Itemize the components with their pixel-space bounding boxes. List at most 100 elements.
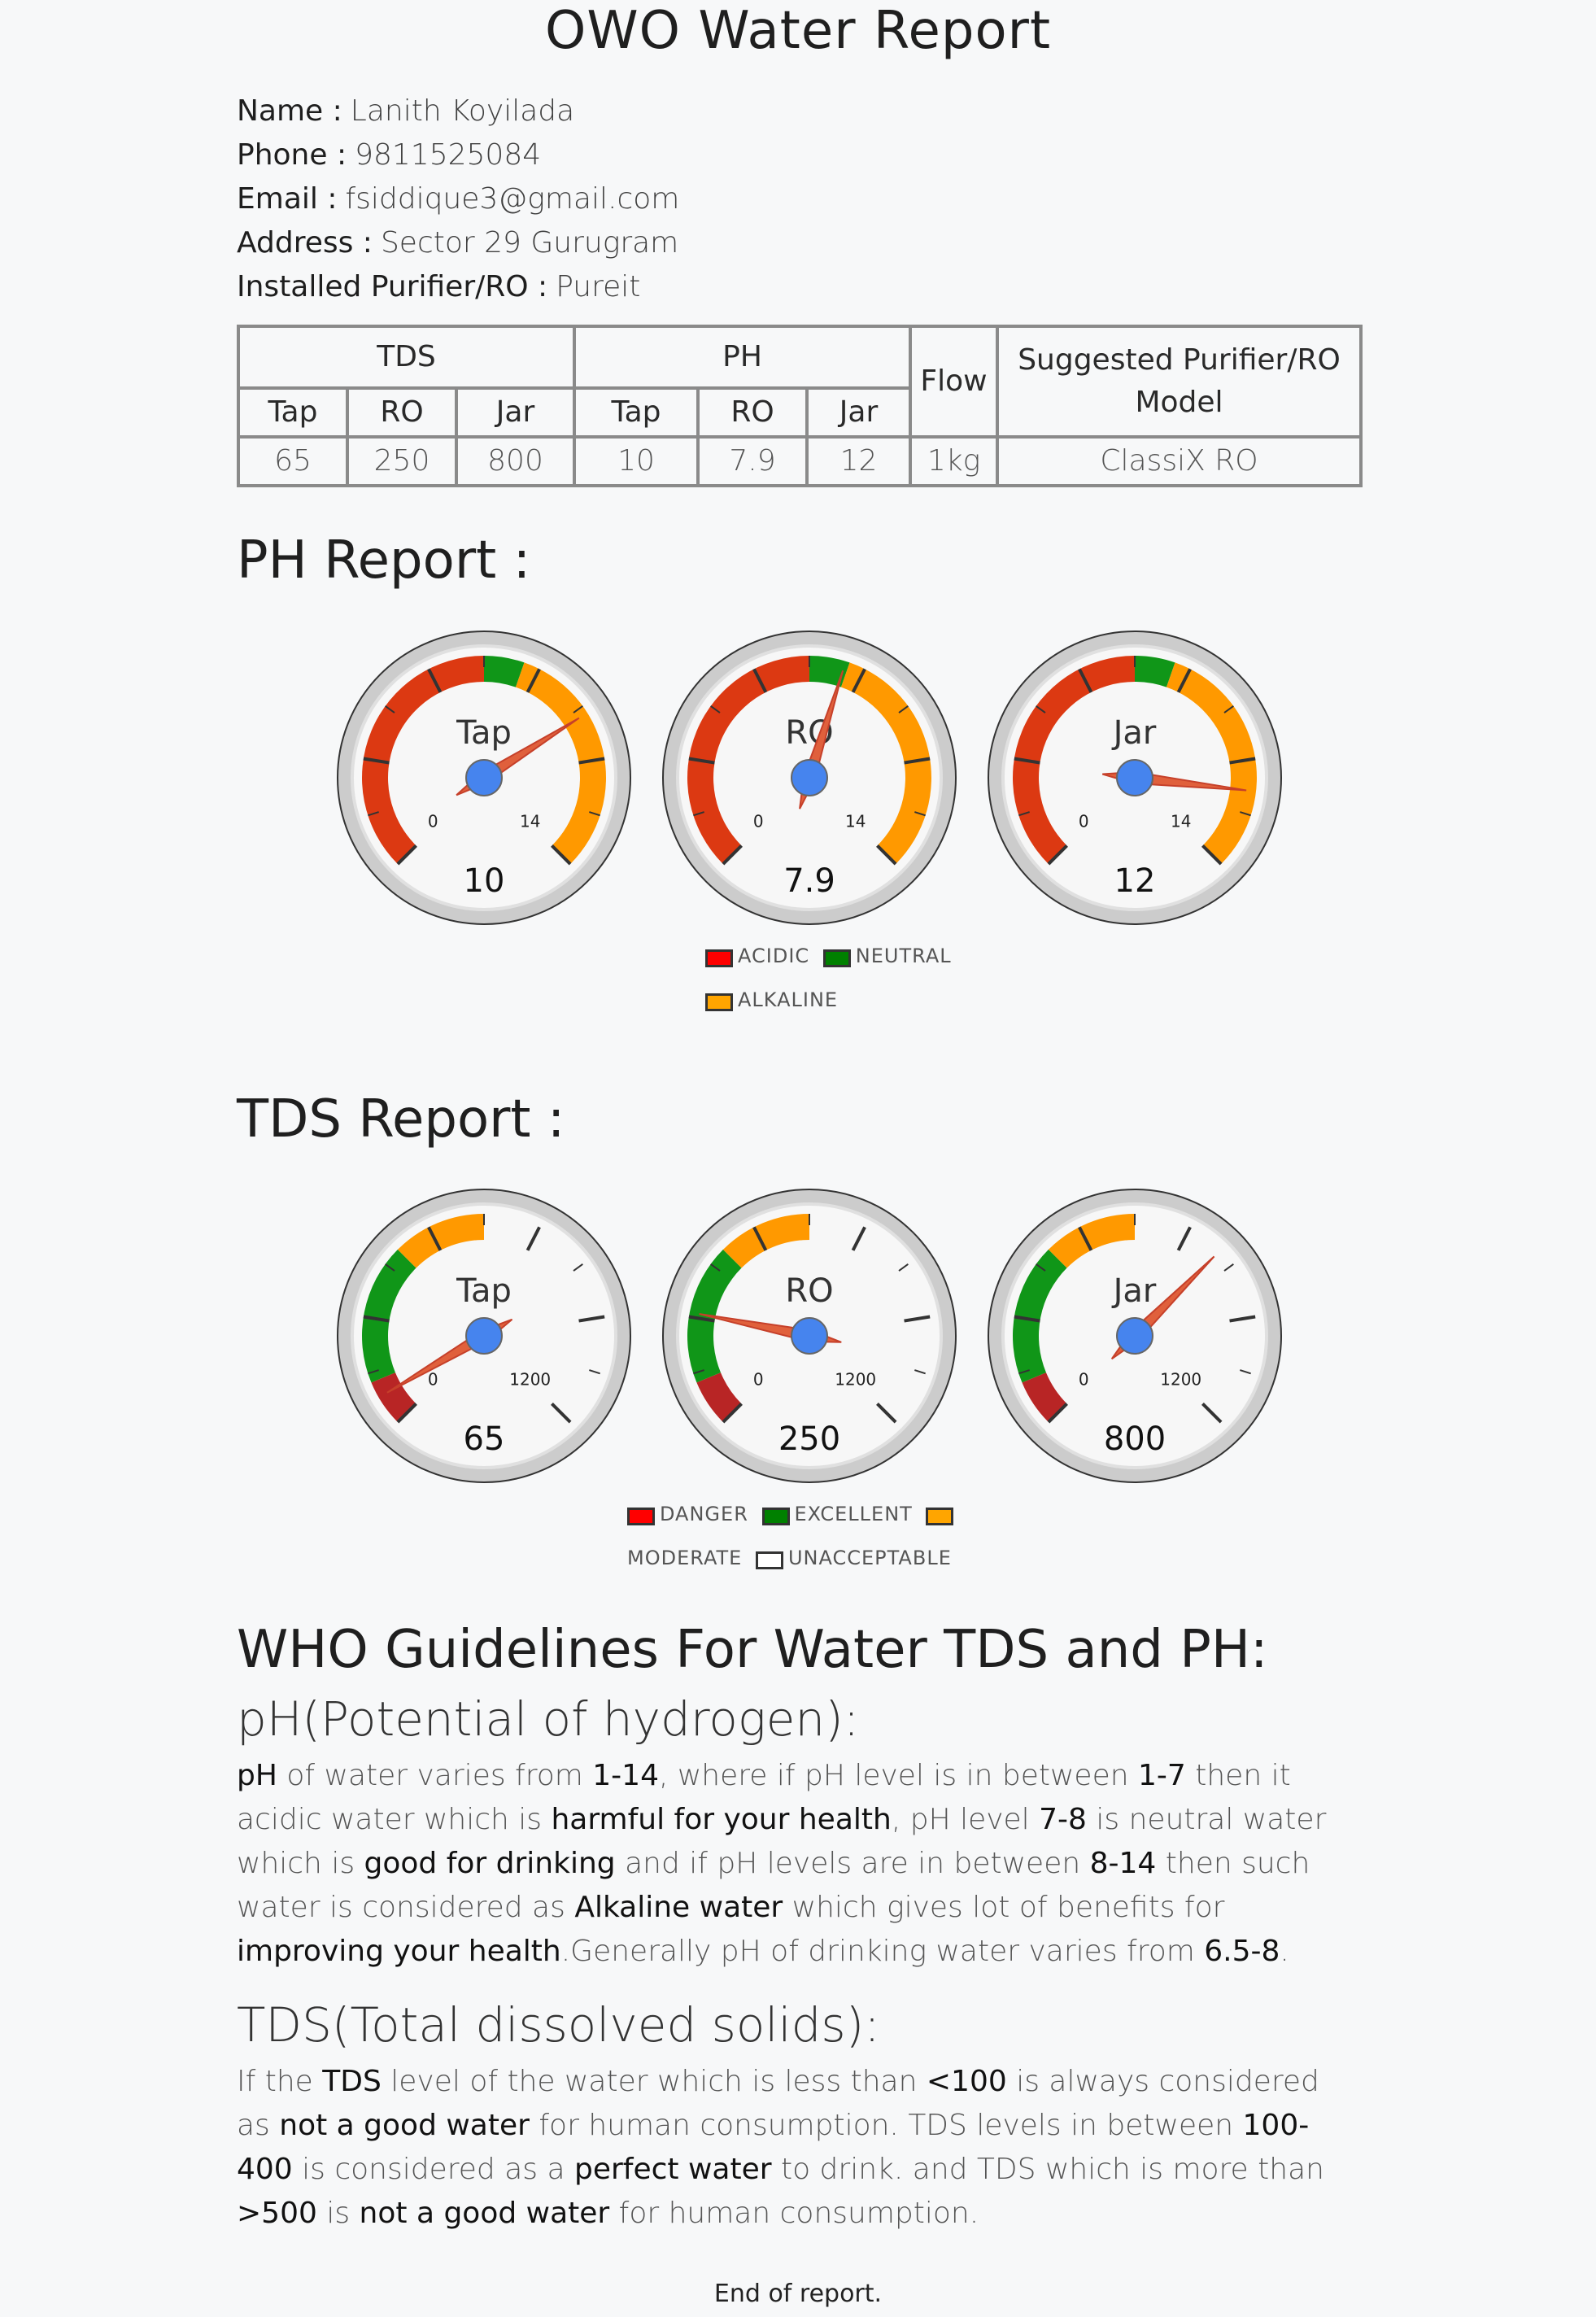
major-tick [1014,757,1040,765]
max-label: 14 [845,812,866,831]
body-text: is always considered as [237,2065,1319,2142]
ph-guideline-text: pH of water varies from 1-14, where if p… [237,1754,1359,1974]
emphasis-text: improving your health [237,1935,561,1968]
major-tick [688,757,715,765]
tds-report-heading: TDS Report : [237,1089,565,1150]
band-danger [1022,1372,1067,1423]
model-header: Suggested Purifier/RO Model [996,325,1363,439]
neutral-swatch [822,949,851,967]
band-alkaline [840,662,931,865]
minor-tick [589,1369,600,1375]
major-tick [551,1403,572,1424]
body-text: is considered as a [292,2153,574,2186]
tds-gauges: 0 1200 Tap 65 0 1200 RO 250 0 1200 Jar 800 [321,1173,1282,1499]
major-tick [1047,844,1068,866]
emphasis-text: 7-8 [1039,1803,1087,1836]
ph-gauges: 0 14 Tap 10 0 14 RO 7.9 0 14 Jar 12 [321,615,1282,940]
phone-value: 9811525084 [355,138,542,172]
minor-tick [1240,811,1251,817]
needle-hub [1116,759,1153,796]
major-tick [876,1403,897,1424]
tds-gauge-jar: 0 1200 Jar 800 [988,1189,1282,1483]
flow-header: Flow [909,325,1000,439]
emphasis-text: TDS [322,2065,382,2098]
legend-moderate: MODERATE [627,1503,958,1569]
body-text: for human consumption. [609,2197,979,2230]
emphasis-text: pH [237,1759,277,1792]
legend-acidic: ACIDIC [705,945,809,967]
major-tick [578,757,605,765]
emphasis-text: 8-14 [1089,1847,1157,1880]
body-text: level of the water which is less than [381,2065,927,2098]
tds-ro-value: 250 [346,435,458,487]
minor-tick [1018,811,1030,817]
emphasis-text: >500 [237,2197,317,2230]
name-label: Name : [237,94,342,128]
major-tick [1201,844,1223,866]
emphasis-text: harmful for your health [551,1803,892,1836]
major-tick [1201,1403,1223,1424]
email-value: fsiddique3@gmail.com [345,182,680,216]
body-text: .Generally pH of drinking water varies f… [560,1935,1205,1968]
legend-unacceptable: UNACCEPTABLE [755,1547,952,1569]
ph-gauge-jar: 0 14 Jar 12 [988,631,1282,925]
band-danger [696,1372,742,1423]
emphasis-text: not a good water [359,2197,610,2230]
band-excellent [362,1249,416,1383]
gauge-value: 7.9 [783,862,835,900]
major-tick [1047,1403,1068,1424]
ph-jar-value: 12 [805,435,913,487]
major-tick [1078,1226,1093,1251]
emphasis-text: 1-7 [1137,1759,1186,1792]
ph-report-heading: PH Report : [237,530,531,591]
major-tick [427,668,443,693]
minor-tick [914,811,926,817]
band-moderate [397,1214,484,1268]
minor-tick [368,1369,379,1375]
band-moderate [1048,1214,1135,1268]
minor-tick [914,1369,926,1375]
emphasis-text: 100-400 [237,2109,1310,2186]
ph-ro-header: RO [696,386,809,439]
band-moderate [722,1214,809,1268]
legend-danger: DANGER [627,1503,748,1525]
gauge-label: RO [785,1272,833,1310]
gauge-value: 65 [464,1420,505,1458]
band-excellent [1013,1249,1067,1383]
unacceptable-swatch [755,1551,783,1569]
minor-tick [693,1369,704,1375]
customer-address-row: Address : Sector 29 Gurugram [237,221,679,265]
max-label: 14 [1171,812,1191,831]
emphasis-text: Alkaline water [574,1891,783,1924]
major-tick [1176,668,1192,693]
body-text: is neutral water which is [237,1803,1327,1880]
body-text: then such water is considered as [237,1847,1310,1924]
minor-tick [385,1263,395,1272]
minor-tick [573,1263,583,1272]
minor-tick [385,705,395,713]
who-guidelines: WHO Guidelines For Water TDS and PH: pH(… [237,1619,1359,2236]
purifier-value: Pureit [556,270,641,303]
body-text: for human consumption. TDS levels in bet… [529,2109,1243,2142]
ph-ro-value: 7.9 [696,435,809,487]
body-text: is [316,2197,360,2230]
min-label: 0 [428,1370,438,1390]
major-tick [525,668,541,693]
minor-tick [368,811,379,817]
gauge-label: Jar [1111,1272,1157,1310]
minor-tick [898,705,909,713]
major-tick [1014,1315,1040,1323]
ph-legend: ACIDIC NEUTRAL ALKALINE [705,934,974,1022]
tds-guideline-text: If the TDS level of the water which is l… [237,2060,1359,2236]
gauge-value: 12 [1114,862,1156,900]
max-label: 1200 [509,1370,551,1390]
minor-tick [573,705,583,713]
tds-subheading: TDS(Total dissolved solids): [237,1997,880,2053]
needle-hub [791,1317,828,1355]
ph-tap-header: Tap [573,386,700,439]
name-value: Lanith Koyilada [350,94,575,128]
customer-email-row: Email : fsiddique3@gmail.com [237,177,679,221]
min-label: 0 [753,1370,764,1390]
minor-tick [693,811,704,817]
